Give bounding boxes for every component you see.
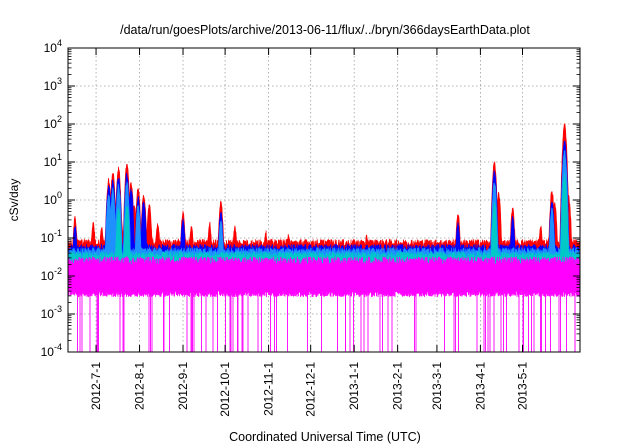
y-tick-label: 10-4 (41, 342, 62, 359)
y-tick-label: 10-1 (41, 228, 62, 245)
y-tick-label: 101 (44, 152, 62, 169)
x-tick-label: 2012-11-1 (262, 362, 276, 416)
x-tick-label: 2012-12-1 (304, 362, 318, 417)
x-tick-label: 2013-5-1 (515, 362, 529, 410)
x-tick-label: 2012-9-1 (176, 362, 190, 410)
x-tick-label: 2012-8-1 (133, 362, 147, 410)
y-axis-label: cSv/day (7, 179, 21, 222)
x-tick-label: 2013-1-1 (347, 362, 361, 410)
x-tick-label: 2012-10-1 (218, 362, 232, 417)
y-tick-label: 10-2 (41, 266, 62, 283)
chart-title: /data/run/goesPlots/archive/2013-06-11/f… (120, 23, 530, 37)
y-tick-label: 100 (44, 190, 62, 207)
x-tick-label: 2013-3-1 (430, 362, 444, 410)
x-tick-label: 2012-7-1 (89, 362, 103, 410)
y-axis: 10-4 10-3 10-2 10-1 100 101 102 103 104 (41, 38, 580, 359)
x-tick-label: 2013-2-1 (391, 362, 405, 410)
y-tick-label: 102 (44, 114, 62, 131)
y-tick-label: 104 (44, 38, 62, 55)
y-tick-label: 103 (44, 76, 62, 93)
y-tick-label: 10-3 (41, 304, 62, 321)
x-tick-label: 2013-4-1 (473, 362, 487, 410)
x-axis-label: Coordinated Universal Time (UTC) (229, 430, 421, 444)
x-axis: 2012-7-1 2012-8-1 2012-9-1 2012-10-1 2012-11… (89, 48, 529, 417)
series-layer (67, 123, 581, 352)
